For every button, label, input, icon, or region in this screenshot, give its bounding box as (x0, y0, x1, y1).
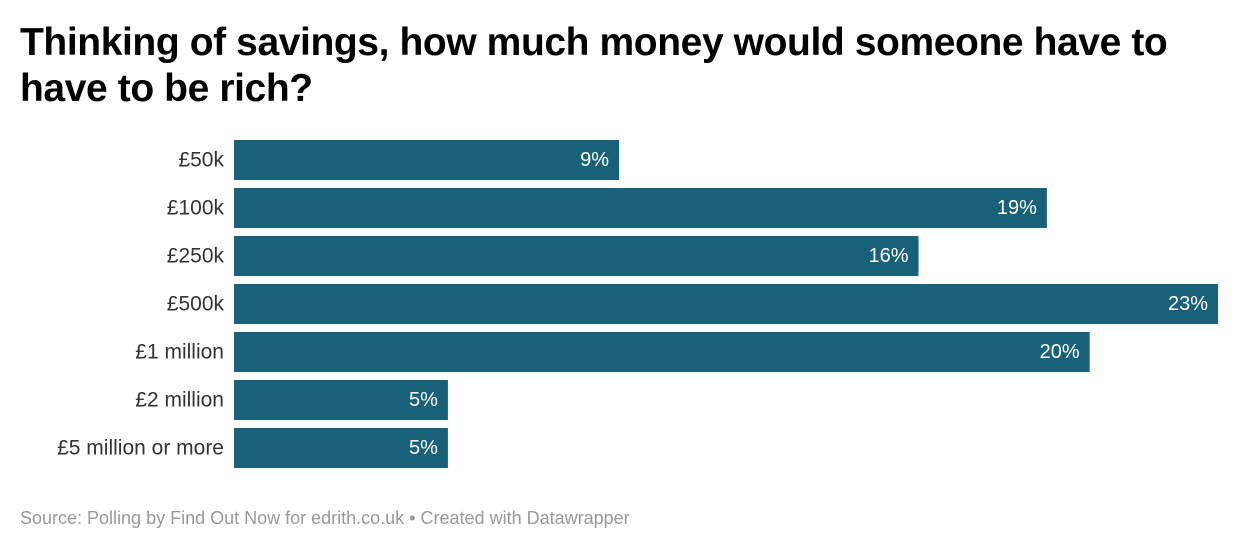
value-label: 23% (1168, 293, 1208, 315)
bar (234, 380, 448, 420)
value-label: 5% (409, 437, 438, 459)
bar-row: £5 million or more 5% (57, 428, 448, 468)
category-label: £1 million (135, 341, 224, 364)
value-label: 5% (409, 389, 438, 411)
credit-text: Created with Datawrapper (420, 508, 630, 528)
bar (234, 284, 1218, 324)
bar-row: £2 million 5% (135, 380, 448, 420)
bar-row: £50k 9% (178, 140, 620, 180)
footer-separator: • (409, 508, 416, 528)
category-label: £100k (167, 197, 225, 220)
source-note: Source: Polling by Find Out Now for edri… (20, 508, 630, 529)
bar (234, 332, 1090, 372)
value-label: 9% (580, 149, 609, 171)
value-label: 19% (997, 197, 1037, 219)
category-label: £2 million (135, 389, 224, 412)
value-label: 16% (868, 245, 908, 267)
category-label: £50k (178, 149, 224, 172)
source-text: Source: Polling by Find Out Now for edri… (20, 508, 405, 528)
value-label: 20% (1040, 341, 1080, 363)
bar-row: £250k 16% (167, 236, 919, 276)
bar-row: £500k 23% (167, 284, 1218, 324)
bar-row: £100k 19% (167, 188, 1047, 228)
bar (234, 188, 1047, 228)
bar-row: £1 million 20% (135, 332, 1090, 372)
category-label: £250k (167, 245, 225, 268)
chart-title: Thinking of savings, how much money woul… (20, 21, 1168, 110)
bar (234, 428, 448, 468)
category-label: £500k (167, 293, 225, 316)
bar (234, 140, 620, 180)
category-label: £5 million or more (57, 437, 224, 460)
bar (234, 236, 919, 276)
